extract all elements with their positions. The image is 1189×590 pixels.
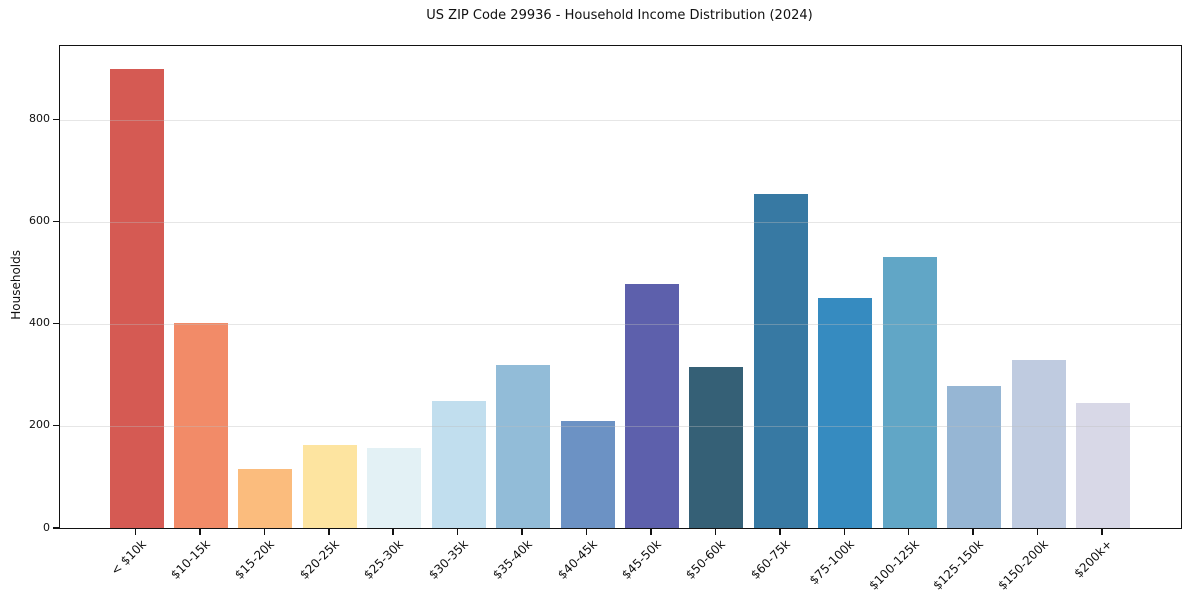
x-tick bbox=[134, 528, 137, 535]
y-tick bbox=[53, 118, 59, 121]
bar bbox=[238, 469, 293, 528]
y-axis-label: Households bbox=[9, 250, 23, 320]
bar bbox=[560, 421, 615, 528]
bar bbox=[431, 400, 486, 528]
bar bbox=[1011, 359, 1066, 528]
y-tick-label: 800 bbox=[29, 112, 50, 126]
x-tick bbox=[585, 528, 588, 535]
bar bbox=[367, 447, 422, 528]
x-tick bbox=[1036, 528, 1039, 535]
bar bbox=[753, 193, 808, 528]
x-tick-label: < $10k bbox=[107, 537, 149, 578]
x-tick bbox=[972, 528, 974, 535]
x-tick bbox=[714, 528, 717, 535]
y-tick bbox=[53, 527, 59, 529]
x-tick bbox=[456, 528, 459, 535]
y-tick bbox=[53, 322, 59, 325]
y-tick-label: 0 bbox=[43, 520, 50, 534]
bar bbox=[882, 257, 937, 528]
y-tick-label: 200 bbox=[29, 418, 50, 432]
y-tick bbox=[53, 220, 59, 223]
bar bbox=[1075, 402, 1130, 528]
bar bbox=[689, 366, 744, 528]
x-tick bbox=[199, 528, 201, 535]
chart-title: US ZIP Code 29936 - Household Income Dis… bbox=[426, 8, 813, 23]
bar bbox=[818, 297, 873, 528]
y-tick-label: 400 bbox=[29, 316, 50, 330]
x-tick bbox=[263, 528, 266, 535]
bar bbox=[173, 322, 228, 528]
bar bbox=[624, 284, 679, 528]
x-tick bbox=[392, 528, 394, 535]
x-tick bbox=[328, 528, 330, 535]
y-tick bbox=[53, 424, 59, 427]
x-tick bbox=[843, 528, 845, 535]
gridline bbox=[60, 425, 1181, 427]
x-tick bbox=[650, 528, 652, 535]
bar bbox=[302, 444, 357, 528]
gridline bbox=[60, 323, 1181, 325]
plot-area bbox=[59, 45, 1182, 529]
x-tick bbox=[779, 528, 781, 535]
x-tick bbox=[907, 528, 910, 535]
gridline bbox=[60, 221, 1181, 223]
bar bbox=[109, 68, 164, 528]
gridline bbox=[60, 119, 1181, 121]
x-tick bbox=[521, 528, 523, 535]
x-tick bbox=[1101, 528, 1103, 535]
bar bbox=[947, 385, 1002, 528]
y-tick-label: 600 bbox=[29, 214, 50, 228]
bar bbox=[496, 364, 551, 528]
